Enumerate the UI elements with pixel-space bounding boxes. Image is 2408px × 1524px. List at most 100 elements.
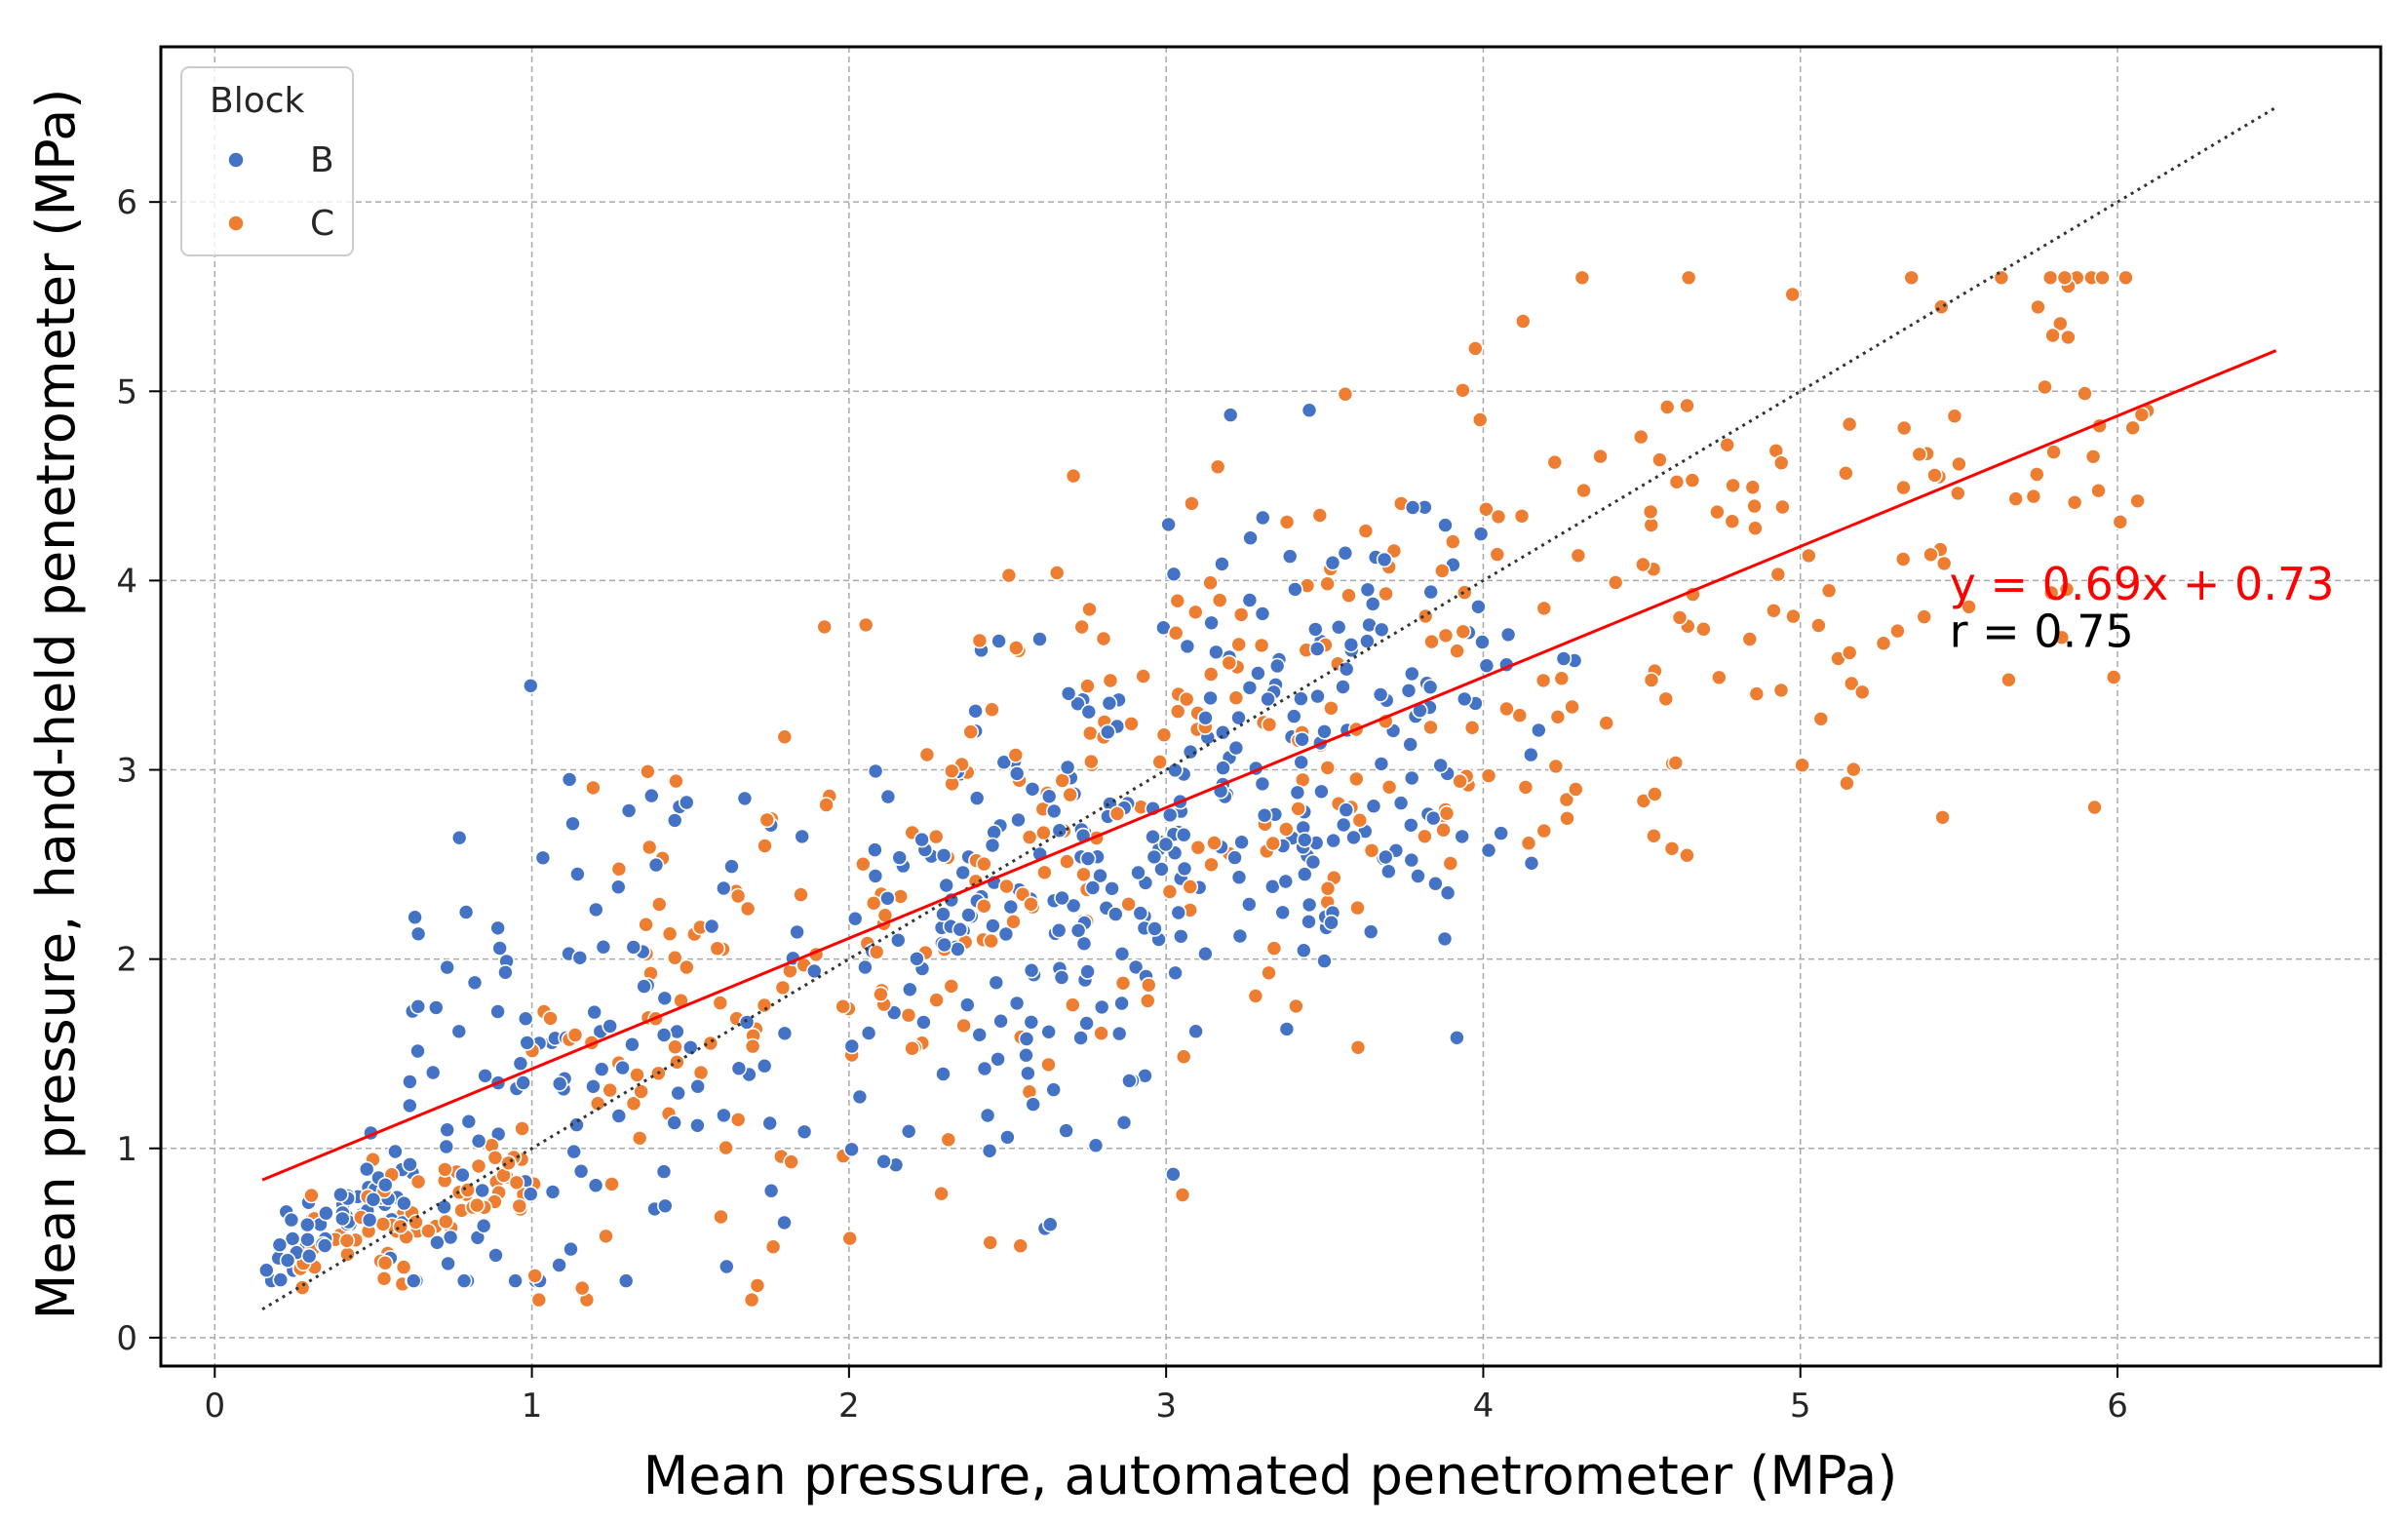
point-b [522,677,539,694]
point-c [1437,627,1455,645]
point-c [998,878,1015,895]
point-c [1079,678,1096,694]
point-b [586,1003,603,1021]
point-b [703,918,720,935]
point-c [1093,1025,1109,1041]
point-c [1843,675,1860,692]
point-c [1480,767,1497,784]
legend: Block B C [180,66,354,256]
point-c [409,1173,427,1191]
point-b [402,1074,418,1090]
point-c [1035,824,1052,841]
point-c [2086,799,2103,816]
point-c [408,1214,424,1231]
point-c [1646,827,1662,844]
x-tick-label: 5 [1790,1387,1811,1426]
point-b [968,790,986,806]
point-b [938,877,955,894]
point-c [1007,747,1025,763]
point-c [1175,1048,1192,1065]
point-b [954,864,972,881]
point-b [409,998,427,1015]
regression-equation: y = 0.69x + 0.73 [1950,558,2335,610]
point-b [1338,801,1355,818]
point-b [625,939,642,956]
point-c [1747,520,1764,537]
point-b [1008,995,1026,1012]
point-c [1875,635,1892,652]
point-c [1812,710,1830,727]
point-b [915,1014,932,1031]
point-c [757,838,773,854]
point-c [1741,631,1759,647]
point-c [1202,574,1219,592]
point-b [958,996,976,1013]
point-b [519,1035,536,1051]
point-c [603,1176,620,1192]
point-b [1313,783,1330,801]
point-b [1092,867,1108,884]
point-b [1296,942,1312,959]
point-b [981,1143,998,1159]
point-b [1378,848,1394,866]
point-b [1439,884,1456,902]
point-b [1165,566,1183,583]
point-c [1668,473,1686,490]
point-c [1570,547,1587,565]
point-c [375,1270,393,1287]
point-c [1894,551,1912,567]
point-c [1511,707,1529,724]
point-c [1349,1039,1367,1056]
point-b [517,1010,534,1027]
point-b [316,1237,333,1254]
point-c [975,897,992,915]
point-b [756,1057,773,1075]
point-b [1008,765,1026,782]
point-b [1241,896,1258,913]
point-b [875,1153,892,1170]
point-b [1307,621,1324,638]
point-c [928,992,945,1008]
point-b [1294,730,1310,748]
point-c [1417,607,1434,625]
point-b [1301,913,1317,930]
point-c [338,1232,356,1249]
point-b [1289,784,1306,801]
point-c [1438,804,1456,822]
point-b [1268,657,1286,675]
y-tick-label: 0 [116,1319,137,1358]
point-c [1658,399,1676,415]
point-b [450,1023,468,1040]
legend-label-b: B [310,140,334,180]
point-c [982,1234,999,1251]
point-b [1042,1216,1059,1232]
point-b [1176,860,1193,878]
point-b [1197,709,1214,726]
point-c [900,1006,917,1024]
point-c [1417,828,1433,845]
point-c [486,1150,504,1166]
point-c [1463,719,1481,736]
point-b [450,829,468,846]
point-c [1950,485,1966,502]
point-c [669,1054,685,1071]
point-b [298,1216,316,1233]
point-c [835,997,852,1015]
point-c [339,1246,356,1263]
point-b [1400,682,1418,699]
point-b [976,1060,993,1077]
point-c [729,887,747,905]
point-c [661,925,679,943]
point-b [670,1084,687,1102]
point-b [1454,828,1470,845]
point-b [455,1272,473,1289]
point-c [1290,801,1306,817]
point-b [1402,736,1418,753]
point-b [1316,723,1333,740]
point-c [712,995,729,1011]
point-c [500,1154,517,1172]
point-c [1075,866,1092,883]
point-b [1018,1046,1034,1064]
point-b [796,1123,813,1141]
